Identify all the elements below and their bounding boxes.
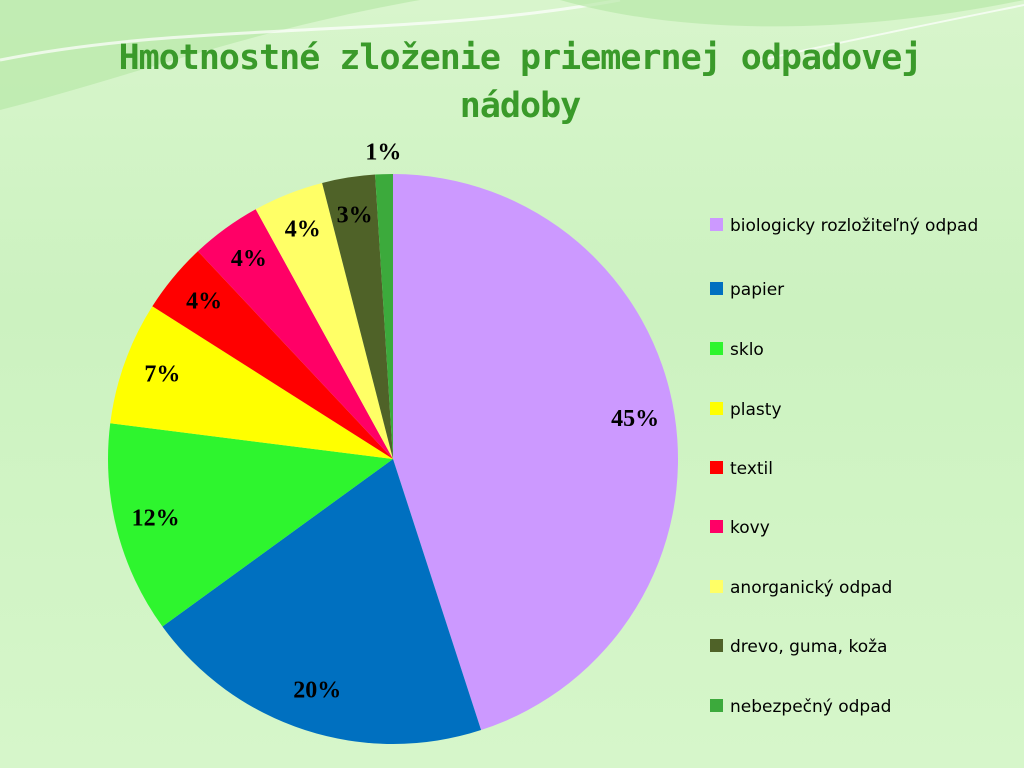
data-label: 1%: [365, 140, 401, 166]
data-label: 4%: [231, 246, 267, 272]
legend-swatch: [710, 520, 723, 533]
legend-swatch: [710, 402, 723, 415]
pie-slice: [197, 209, 393, 459]
legend-swatch: [710, 699, 723, 712]
pie-slice: [108, 423, 394, 627]
legend-label: anorganický odpad: [730, 578, 893, 598]
chart-title: Hmotnostné zloženie priemernej odpadovej…: [118, 38, 923, 126]
legend-swatch: [710, 218, 723, 231]
data-label: 3%: [337, 202, 373, 228]
pie-slice: [152, 251, 393, 459]
decoration: [0, 0, 420, 110]
data-label: 7%: [144, 361, 180, 387]
legend-label: biologicky rozložiteľný odpad: [730, 216, 979, 236]
legend-label: textil: [730, 459, 773, 479]
legend-swatch: [710, 461, 723, 474]
legend-item: textil: [708, 453, 1010, 485]
data-label: 20%: [293, 678, 341, 704]
pie-slice: [375, 174, 393, 459]
legend-swatch: [710, 282, 723, 295]
legend-item: plasty: [708, 394, 1010, 426]
pie: 45% 20% 12% 7% 4% 4% 4% 3% 1%: [108, 140, 678, 744]
legend-label: nebezpečný odpad: [730, 697, 892, 717]
legend-label: drevo, guma, koža: [730, 637, 888, 657]
legend-label: sklo: [730, 340, 764, 360]
pie-slice: [162, 459, 482, 744]
data-label: 45%: [611, 406, 659, 432]
legend-item: anorganický odpad: [708, 572, 1010, 604]
legend-item: sklo: [708, 334, 1010, 366]
legend-label: papier: [730, 280, 785, 300]
legend-swatch: [710, 580, 723, 593]
legend-item: kovy: [708, 512, 1010, 544]
pie-slice: [322, 174, 393, 459]
legend-item: biologicky rozložiteľný odpad: [708, 210, 980, 242]
legend-label: plasty: [730, 400, 782, 420]
data-label: 4%: [186, 288, 222, 314]
decoration: [560, 0, 1024, 27]
data-label: 12%: [132, 505, 180, 531]
pie-slice: [255, 182, 393, 459]
legend-item: nebezpečný odpad: [708, 691, 1010, 723]
decoration: [0, 0, 621, 62]
legend-item: papier: [708, 274, 1010, 306]
pie-slice: [110, 306, 393, 459]
legend-item: drevo, guma, koža: [708, 631, 1010, 663]
legend-swatch: [710, 639, 723, 652]
legend-label: kovy: [730, 518, 770, 538]
legend-swatch: [710, 342, 723, 355]
decoration: [759, 4, 1024, 61]
data-label: 4%: [285, 217, 321, 243]
pie-slice: [393, 174, 678, 731]
